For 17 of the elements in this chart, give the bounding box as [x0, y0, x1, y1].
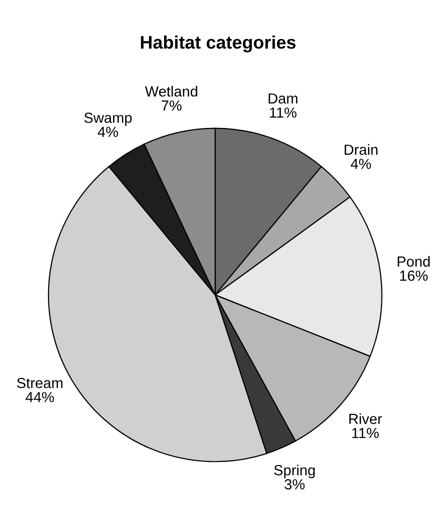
data-label: 3% [284, 479, 305, 490]
data-label: 44% [26, 392, 54, 402]
data-label: 11% [352, 428, 379, 438]
slice-label: Spring [274, 464, 315, 478]
slice-label: Pond [398, 256, 430, 267]
slice-label: Dam [268, 93, 298, 104]
data-label: 4% [98, 126, 118, 137]
data-label: 7% [162, 100, 182, 111]
slice-label: Drain [344, 144, 378, 155]
data-label: 16% [400, 270, 428, 281]
data-label: 11% [270, 107, 296, 118]
chart-title: Habitat categories [140, 35, 296, 52]
slice-label: Swamp [84, 112, 132, 126]
slice-label: Wetland [144, 86, 198, 97]
data-label: 4% [350, 158, 371, 169]
slice-label: Stream [17, 378, 62, 388]
slice-label: River [349, 413, 382, 424]
